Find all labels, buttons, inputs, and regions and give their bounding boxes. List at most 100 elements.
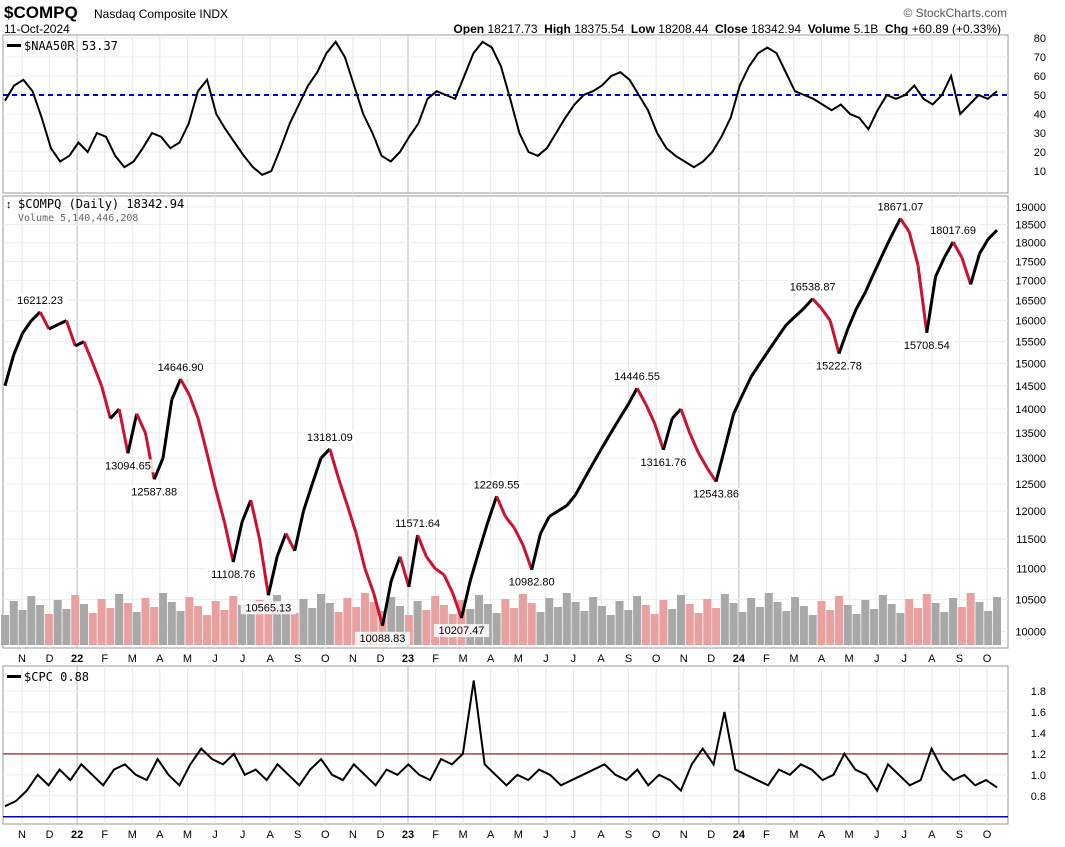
price-segment [74,340,85,348]
x-tick-label-bottom: M [128,829,137,841]
x-tick-label-main: O [983,653,992,665]
price-segment [618,403,630,420]
x-tick-label-main: O [652,653,661,665]
price-segment [785,315,797,326]
annotation-bg [152,361,209,375]
x-tick-label-main: J [240,653,246,665]
volume-bar [229,596,238,645]
cpc-line [4,680,998,808]
volume-bar [545,598,554,645]
y-tick-label: 10000 [1015,627,1046,639]
x-tick-label-main: 22 [71,653,83,665]
annotation-bg [302,430,358,444]
volume-bar [791,597,800,645]
chg-value: +60.89 (+0.33%) [911,22,1001,36]
y-tick-label: 40 [1034,109,1046,121]
main-legend-icon: ↕ [6,199,12,211]
volume-bar [808,615,817,645]
x-tick-label-bottom: 23 [402,829,414,841]
price-segment [135,413,147,434]
price-segment [170,378,182,401]
volume-bar [668,609,677,645]
price-segment [732,394,744,415]
price-segment [539,515,551,535]
x-tick-label-bottom: S [956,829,963,841]
chg-label: Chg [884,22,909,36]
y-tick-label: 1.6 [1031,707,1046,719]
volume-bar [887,604,896,645]
volume-bar [949,598,958,645]
price-segment [925,276,938,334]
price-segment [495,495,507,518]
annotation-bg [899,338,955,352]
volume-bar [220,610,229,645]
price-segment [468,550,481,582]
volume-bar [720,594,729,645]
volume-bar [167,602,176,645]
price-segment [319,447,331,460]
x-tick-label-bottom: F [432,829,439,841]
volume-bar [27,596,36,645]
grid-layer [3,35,1008,824]
x-tick-label-main: F [101,653,108,665]
x-tick-label-main: A [156,653,164,665]
bottom-legend: $CPC 0.88 [7,670,89,684]
x-tick-label-bottom: M [459,829,468,841]
annotation-bg [12,293,68,307]
price-annotation: 10207.47 [439,625,485,637]
x-tick-label-main: A [487,653,495,665]
volume-bar [764,593,773,645]
price-segment [328,448,341,480]
y-tick-label: 12000 [1015,506,1046,518]
x-tick-label-bottom: J [543,829,549,841]
x-tick-label-bottom: J [212,829,218,841]
source-credit[interactable]: © StockCharts.com [903,6,1007,20]
volume-bar [71,595,80,645]
x-tick-label-main: M [459,653,468,665]
x-tick-label-main: S [956,653,963,665]
volume-bar [115,594,124,645]
price-segment [548,509,559,518]
volume-bar [931,603,940,645]
price-segment [82,341,95,364]
x-tick-label-bottom: M [514,829,523,841]
x-tick-label-bottom: A [487,829,495,841]
y-tick-label: 1.2 [1031,749,1046,761]
y-tick-label: 11500 [1016,534,1046,546]
price-segment [231,521,244,563]
price-segment [512,527,525,546]
volume-bar [861,600,870,645]
volume-bar [712,608,721,645]
price-segment [161,399,174,459]
volume-bar [659,600,668,645]
volume-bar [475,595,484,645]
volume-bar [185,597,194,645]
volume-bar [817,601,826,645]
x-tick-label-bottom: N [680,829,688,841]
volume-bar [44,614,53,645]
y-tick-label: 16000 [1015,316,1046,328]
x-tick-label-main: D [376,653,384,665]
x-tick-label-bottom: O [321,829,330,841]
volume-bar [202,615,211,645]
price-annotation: 13161.76 [640,457,686,469]
x-tick-label-main: M [845,653,854,665]
annotation-bg [609,370,665,384]
x-tick-label-main: N [349,653,357,665]
price-segment [223,521,235,563]
price-segment [951,241,964,259]
x-tick-label-main: J [571,653,577,665]
price-segment [574,477,586,496]
price-annotation: 10088.83 [360,633,406,645]
volume-bar [501,599,510,645]
y-tick-label: 1.0 [1031,770,1046,782]
x-tick-label-main: A [266,653,274,665]
volume-bar [993,597,1001,645]
annotation-bg [240,601,296,615]
volume-bar [755,607,764,645]
high-value: 18375.54 [574,22,625,36]
high-label: High [544,22,571,36]
volume-bar [80,604,89,645]
volume-bar [246,614,255,645]
price-segment [48,323,59,331]
